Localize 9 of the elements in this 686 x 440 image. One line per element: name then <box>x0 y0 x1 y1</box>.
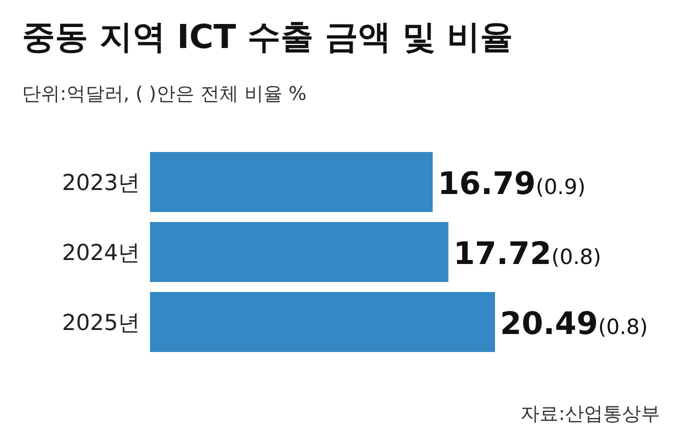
text: 자료:산업통상부 <box>520 403 660 425</box>
data-label: 17.72(0.8) <box>453 236 602 272</box>
y-tick-label: 2023년 <box>62 171 140 196</box>
data-label: 20.49(0.8) <box>500 306 648 342</box>
y-tick-label: 2025년 <box>62 311 140 336</box>
data-label: 16.79(0.9) <box>438 166 586 202</box>
chart-title: 중동 지역 ICT 수출 금액 및 비율 <box>22 17 513 56</box>
y-tick-label: 2024년 <box>62 241 140 266</box>
chart-subtitle: 단위:억달러, ( )안은 전체 비율 % <box>22 83 307 105</box>
